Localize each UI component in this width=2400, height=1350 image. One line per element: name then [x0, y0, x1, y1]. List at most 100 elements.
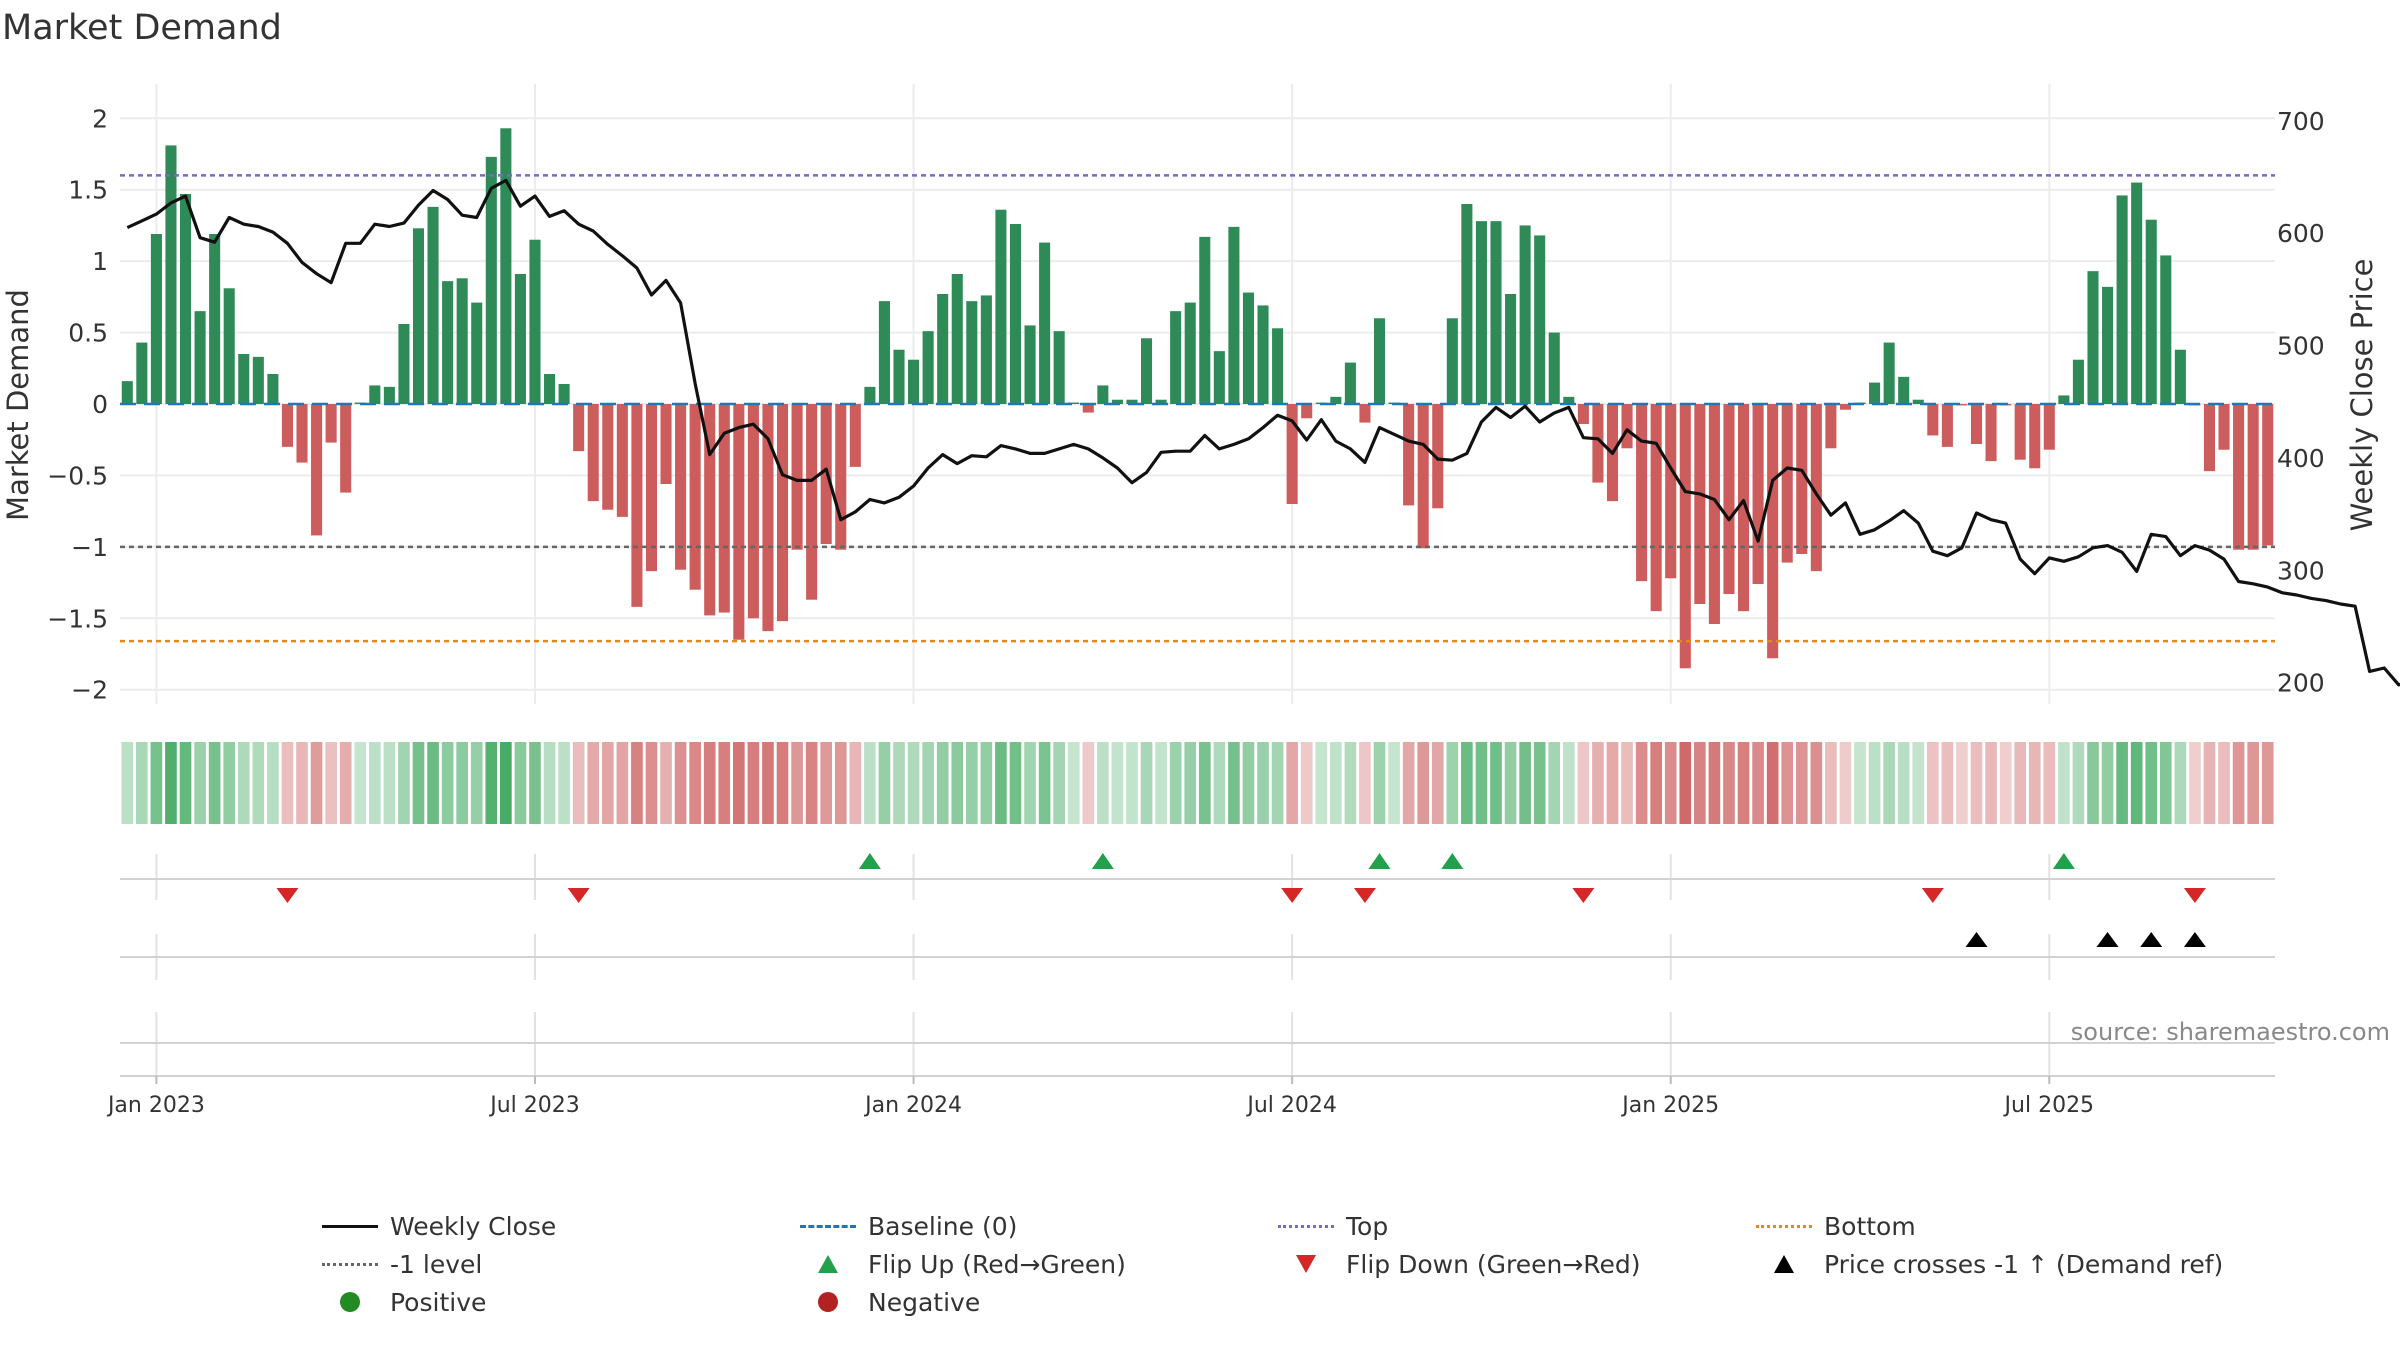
heat-cell	[1679, 742, 1692, 824]
demand-bar	[1417, 404, 1429, 549]
source-credit: source: sharemaestro.com	[2070, 1018, 2390, 1046]
legend-price-cross: Price crosses -1 ↑ (Demand ref)	[1752, 1246, 2223, 1282]
heat-cell	[310, 742, 323, 824]
demand-bar	[1505, 294, 1517, 404]
heat-cell	[1431, 742, 1444, 824]
demand-bar	[471, 302, 483, 404]
demand-bar	[1330, 396, 1342, 404]
y2-axis-title: Weekly Close Price	[2345, 259, 2379, 532]
heat-cell	[1941, 742, 1954, 824]
heat-cell	[223, 742, 236, 824]
demand-bar	[1665, 404, 1677, 579]
demand-bar	[1403, 404, 1415, 506]
x-tick-label: Jul 2023	[488, 1093, 580, 1118]
demand-bar	[1141, 338, 1153, 404]
y-tick-label: 1.5	[68, 176, 108, 205]
heat-cell	[470, 742, 483, 824]
demand-bar	[2014, 404, 2026, 460]
y2-tick-label: 300	[2277, 556, 2325, 585]
y2-tick-label: 700	[2277, 107, 2325, 136]
heat-cell	[558, 742, 570, 824]
legend-positive: Positive	[318, 1284, 486, 1320]
heat-cell	[1883, 742, 1895, 824]
heat-cell	[1067, 742, 1080, 824]
heat-cell	[427, 742, 439, 824]
heat-cell	[1461, 742, 1473, 824]
demand-bar	[791, 404, 803, 550]
heat-cell	[601, 742, 614, 824]
legend-minus-one-label: -1 level	[390, 1249, 483, 1279]
demand-bar	[1475, 221, 1487, 404]
demand-bar	[1723, 404, 1735, 594]
flip-down-marker	[2183, 888, 2206, 903]
demand-bar	[267, 374, 279, 404]
heat-cell	[2072, 742, 2085, 824]
heat-cell	[689, 742, 701, 824]
demand-bar	[1461, 204, 1473, 404]
heat-cell	[893, 742, 905, 824]
demand-bar	[209, 234, 221, 404]
demand-bar	[966, 301, 978, 404]
flip-up-marker	[858, 853, 881, 869]
demand-bar	[2145, 219, 2157, 404]
heat-cell	[1839, 742, 1852, 824]
demand-bar	[1941, 404, 1953, 447]
demand-bar	[1432, 404, 1444, 509]
y-tick-label: −0.5	[47, 461, 108, 490]
demand-bar	[573, 404, 585, 452]
heat-cell	[2028, 742, 2041, 824]
heat-cell	[1402, 742, 1415, 824]
heat-cell	[1635, 742, 1648, 824]
demand-bar	[558, 384, 570, 404]
y-tick-label: 0.5	[68, 319, 108, 348]
flip-down-marker	[1281, 888, 1304, 903]
heat-cell	[733, 742, 745, 824]
legend-flip-up: Flip Up (Red→Green)	[796, 1246, 1126, 1282]
y-tick-label: 0	[92, 390, 108, 419]
legend-top: Top	[1274, 1208, 1388, 1244]
heat-cell	[2159, 742, 2172, 824]
y-axis-title: Market Demand	[1, 289, 35, 521]
heat-cell	[1562, 742, 1575, 824]
legend-negative-label: Negative	[868, 1287, 981, 1317]
demand-bar	[1359, 404, 1371, 423]
heat-cell	[791, 742, 803, 824]
heat-cell	[674, 742, 687, 824]
demand-bar	[1679, 404, 1691, 669]
demand-bar	[2160, 255, 2172, 404]
demand-bar	[1446, 318, 1458, 404]
y-tick-label: −1.5	[47, 604, 108, 633]
heat-cell	[2203, 742, 2216, 824]
demand-bar	[1796, 404, 1808, 554]
heat-cell	[412, 742, 425, 824]
heat-cell	[834, 742, 847, 824]
demand-bar	[835, 404, 847, 550]
heat-cell	[1548, 742, 1561, 824]
demand-bar	[281, 404, 293, 447]
demand-bar	[1126, 399, 1138, 404]
demand-bar	[1810, 404, 1822, 572]
heat-cell	[1694, 742, 1706, 824]
demand-bar	[1708, 404, 1720, 624]
heat-cell	[543, 742, 556, 824]
legend-flip-down-label: Flip Down (Green→Red)	[1346, 1249, 1641, 1279]
legend-baseline-label: Baseline (0)	[868, 1211, 1018, 1241]
demand-bar	[1242, 292, 1254, 404]
heat-cell	[1300, 742, 1313, 824]
demand-bar	[165, 145, 177, 404]
demand-bar	[864, 386, 876, 404]
demand-bar	[689, 404, 701, 590]
demand-bar	[2116, 195, 2128, 404]
heat-cell	[1999, 742, 2012, 824]
demand-bar	[121, 381, 133, 404]
legend-weekly-close: Weekly Close	[318, 1208, 556, 1244]
heat-cell	[441, 742, 454, 824]
demand-bar	[1592, 404, 1604, 483]
demand-bar	[878, 301, 890, 404]
heat-cell	[2218, 742, 2230, 824]
flip-down-marker	[1572, 888, 1595, 903]
heat-cell	[2014, 742, 2027, 824]
demand-bar	[893, 349, 905, 404]
heat-cell	[165, 742, 177, 824]
